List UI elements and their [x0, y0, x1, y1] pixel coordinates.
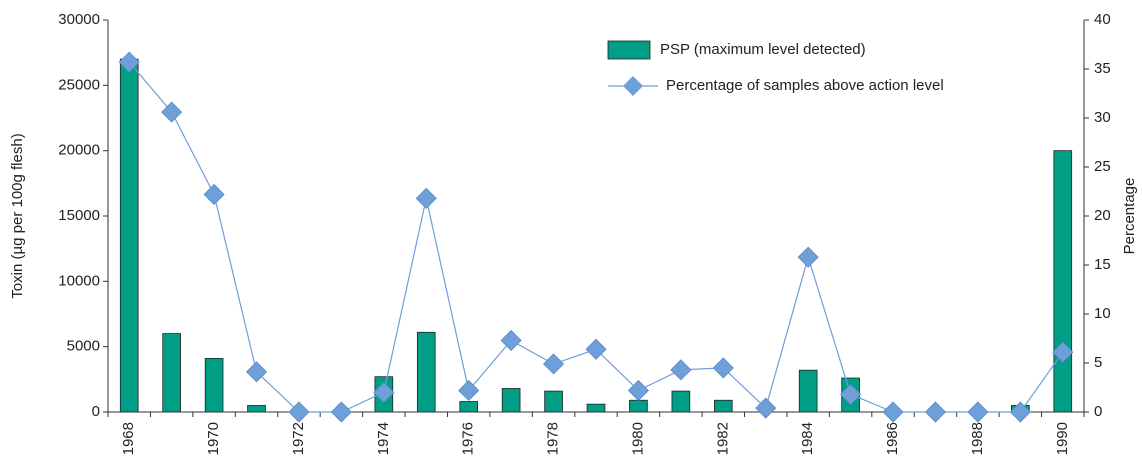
bar: [713, 399, 733, 413]
point: [330, 401, 352, 423]
point: [118, 51, 140, 73]
point: [882, 401, 904, 423]
bar: [247, 405, 266, 413]
point: [670, 359, 692, 381]
point: [967, 401, 989, 423]
x-tick-label: 1974: [375, 422, 392, 455]
x-tick-label: 1984: [799, 422, 816, 455]
y-tick-label: 20000: [58, 142, 100, 159]
y-tick-label: 15000: [58, 207, 100, 224]
point: [755, 397, 777, 419]
point: [585, 338, 607, 360]
x-tick-label: 1976: [460, 422, 477, 455]
bar: [1053, 150, 1073, 413]
bar: [459, 401, 479, 413]
point: [415, 187, 437, 209]
bar: [544, 390, 563, 413]
y-tick-label: 25000: [58, 76, 100, 93]
y2-tick-label: 15: [1094, 256, 1111, 273]
point: [712, 357, 734, 379]
bar: [629, 399, 648, 413]
point: [797, 246, 819, 268]
legend-marker: [623, 76, 643, 96]
y2-tick-label: 35: [1094, 60, 1111, 77]
y2-tick-label: 5: [1094, 354, 1102, 371]
legend-label: PSP (maximum level detected): [660, 41, 866, 58]
x-tick-label: 1972: [290, 422, 307, 455]
point: [840, 383, 862, 405]
y2-tick-label: 0: [1094, 403, 1102, 420]
bar: [671, 390, 691, 413]
point: [161, 101, 183, 123]
point: [542, 353, 565, 375]
point: [500, 329, 522, 352]
x-tick-label: 1968: [120, 422, 137, 455]
point: [458, 379, 480, 402]
point: [288, 401, 310, 423]
y-tick-label: 0: [92, 403, 100, 420]
y-tick-label: 30000: [58, 11, 100, 28]
x-tick-label: 1978: [545, 422, 562, 455]
y2-tick-label: 20: [1094, 207, 1111, 224]
legend-label: Percentage of samples above action level: [666, 77, 944, 94]
point: [203, 183, 225, 206]
x-tick-label: 1986: [884, 422, 901, 455]
legend-swatch: [607, 40, 651, 60]
bar: [204, 358, 224, 413]
x-tick-label: 1982: [714, 422, 731, 455]
bar: [501, 388, 521, 413]
y-tick-label: 10000: [58, 272, 100, 289]
bar: [119, 58, 139, 413]
point: [1052, 341, 1074, 363]
point: [245, 361, 268, 383]
point: [924, 401, 947, 423]
bar: [416, 331, 436, 413]
y2-tick-label: 25: [1094, 158, 1111, 175]
x-tick-label: 1980: [629, 422, 646, 455]
y2-tick-label: 40: [1094, 11, 1111, 28]
x-tick-label: 1988: [969, 422, 986, 455]
bar: [162, 333, 181, 413]
point: [627, 379, 650, 402]
x-tick-label: 1990: [1054, 422, 1071, 455]
point: [373, 381, 395, 403]
y2-axis-label: Percentage: [1121, 178, 1138, 255]
y2-tick-label: 10: [1094, 305, 1111, 322]
y2-tick-label: 30: [1094, 109, 1111, 126]
x-tick-label: 1970: [205, 422, 222, 455]
y-axis-label: Toxin (µg per 100g flesh): [9, 133, 26, 298]
point: [1009, 401, 1031, 423]
bar: [586, 403, 606, 413]
bar: [798, 369, 818, 413]
y-tick-label: 5000: [67, 338, 100, 355]
